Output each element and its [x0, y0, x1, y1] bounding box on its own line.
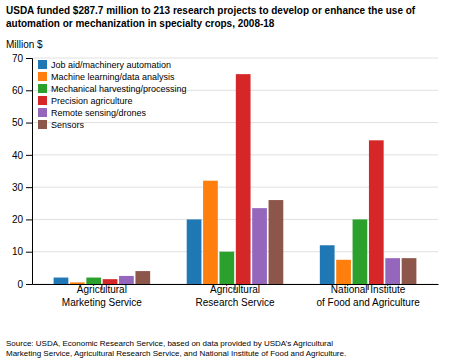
y-tick: 60	[12, 85, 32, 96]
y-tick-mark	[26, 252, 32, 253]
x-axis: AgriculturalMarketing ServiceAgricultura…	[33, 284, 439, 308]
bar	[203, 181, 218, 284]
legend-swatch	[38, 72, 47, 81]
y-tick: 10	[12, 246, 32, 257]
y-tick: 50	[12, 117, 32, 128]
legend-swatch	[38, 96, 47, 105]
y-tick-label: 0	[17, 279, 23, 290]
title: USDA funded $287.7 million to 213 resear…	[6, 5, 416, 29]
y-tick-label: 70	[12, 53, 24, 64]
x-tick-label: National Institute of Food and Agricultur…	[316, 284, 420, 308]
bar-series	[119, 208, 400, 284]
grid-line	[32, 122, 438, 123]
legend-entry: Remote sensing/drones	[38, 108, 147, 118]
legend-swatch	[38, 60, 47, 69]
bar-series	[86, 219, 367, 284]
text-line: Source: USDA, Economic Research Service,…	[6, 339, 333, 348]
x-tick: National Institute of Food and Agricultur…	[316, 284, 420, 308]
x-tick: Agricultural Marketing Service	[62, 284, 142, 308]
grid	[32, 58, 438, 284]
text-line: USDA funded $287.7 million to 213 resear…	[6, 5, 416, 16]
y-axis: 0 10 20 30 40 50 60 70	[12, 53, 33, 290]
legend-label: Machine learning/data analysis	[51, 72, 175, 82]
y-tick-label: 50	[12, 117, 24, 128]
bar	[269, 200, 284, 284]
legend-swatch	[38, 84, 47, 93]
legend: Job aid/machinery automation Machine lear…	[38, 60, 187, 130]
legend-entry: Mechanical harvesting/processing	[38, 84, 187, 94]
bar	[385, 258, 400, 284]
bar	[236, 74, 251, 284]
text-line: Marketing Service, Agricultural Research…	[6, 349, 346, 358]
y-tick-label: 40	[12, 150, 24, 161]
bar	[135, 271, 150, 284]
bar	[402, 258, 417, 284]
bar	[369, 140, 384, 284]
text-line: Research Service	[196, 297, 275, 308]
legend-label: Mechanical harvesting/processing	[51, 84, 187, 94]
legend-label: Job aid/machinery automation	[51, 60, 171, 70]
y-axis-line	[26, 59, 33, 285]
y-tick-mark	[26, 90, 32, 91]
text-line: of Food and Agriculture	[316, 297, 420, 308]
y-tick-mark	[26, 187, 32, 188]
y-tick: 40	[12, 150, 32, 161]
y-tick-label: 20	[12, 214, 24, 225]
bar	[353, 219, 368, 284]
bar	[54, 278, 69, 284]
y-tick-label: 10	[12, 246, 24, 257]
chart: USDA funded $287.7 million to 213 resear…	[0, 0, 450, 362]
bar	[320, 245, 335, 284]
text-line: National Institute	[331, 284, 406, 295]
text-line: Agricultural	[77, 284, 127, 295]
y-tick: 70	[12, 53, 32, 64]
source-note: Source: USDA, Economic Research Service,…	[6, 339, 346, 358]
text-line: Marketing Service	[62, 297, 142, 308]
x-tick: Agricultural Research Service	[196, 284, 275, 308]
legend-swatch	[38, 108, 47, 117]
legend-label: Sensors	[51, 120, 85, 130]
bar	[336, 260, 351, 284]
y-tick-mark	[26, 155, 32, 156]
legend-label: Remote sensing/drones	[51, 108, 147, 118]
y-tick-label: 30	[12, 182, 24, 193]
y-tick-mark	[26, 58, 32, 59]
y-tick-mark	[26, 219, 32, 220]
text-line: automation or mechanization in specialty…	[6, 18, 275, 29]
y-tick: 30	[12, 182, 32, 193]
legend-swatch	[38, 120, 47, 129]
legend-entry: Precision agriculture	[38, 96, 133, 106]
bar-series	[54, 219, 335, 284]
bar	[252, 208, 267, 284]
grid-line	[32, 58, 438, 59]
y-tick-mark	[26, 284, 32, 285]
legend-entry: Job aid/machinery automation	[38, 60, 171, 70]
legend-entry: Machine learning/data analysis	[38, 72, 175, 82]
x-tick-label: Agricultural Research Service	[196, 284, 275, 308]
bar	[119, 276, 134, 284]
bar-series	[103, 74, 384, 284]
y-tick: 20	[12, 214, 32, 225]
bar	[187, 219, 202, 284]
legend-entry: Sensors	[38, 120, 85, 130]
y-tick: 0	[17, 279, 32, 290]
bar	[219, 252, 234, 284]
bar-series	[70, 181, 351, 284]
x-tick-label: Agricultural Marketing Service	[62, 284, 142, 308]
text-line: Agricultural	[210, 284, 260, 295]
bar-series	[135, 200, 416, 284]
y-tick-mark	[26, 123, 32, 124]
y-tick-label: 60	[12, 85, 24, 96]
y-axis-label: Million $	[6, 39, 43, 50]
legend-label: Precision agriculture	[51, 96, 133, 106]
